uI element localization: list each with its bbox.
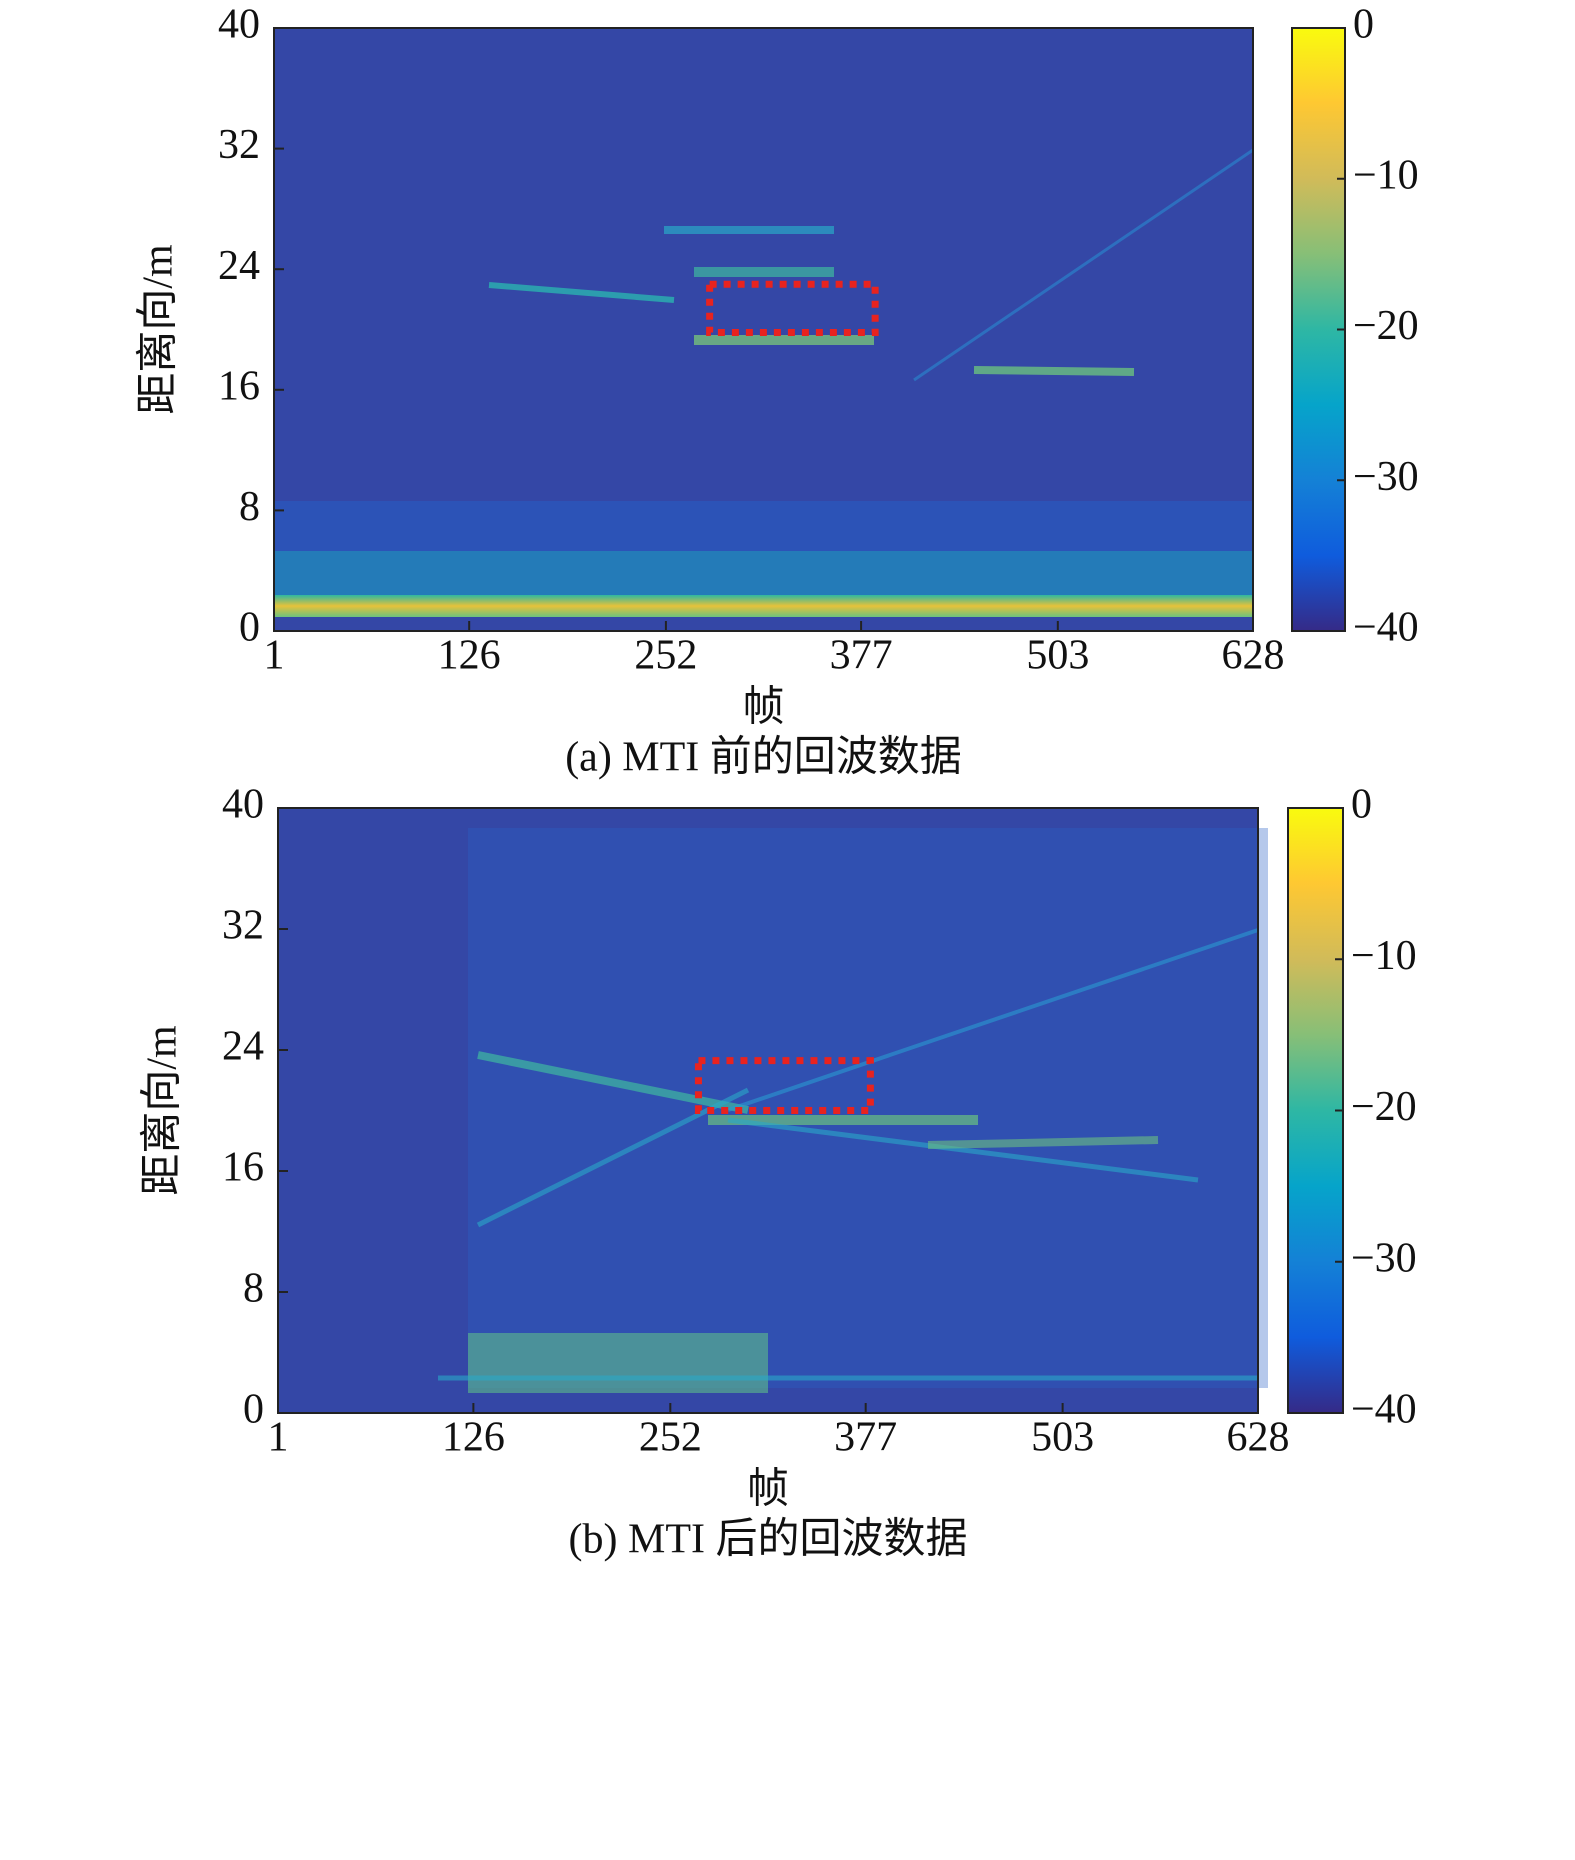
echo-band	[274, 595, 1253, 617]
colorbar	[1287, 807, 1344, 1414]
y-tick-label: 40	[222, 782, 264, 828]
echo-streak	[927, 1136, 1159, 1149]
x-tick-label: 503	[1026, 633, 1089, 679]
x-axis-label: 帧	[747, 1467, 789, 1513]
y-axis-label: 距离向/m	[135, 244, 182, 415]
echo-streak	[727, 1117, 1199, 1183]
x-tick-label: 126	[442, 1415, 505, 1461]
x-tick-label: 628	[1227, 1415, 1290, 1461]
y-tick-label: 24	[218, 243, 260, 289]
y-tick-label: 40	[218, 2, 260, 48]
echo-band	[468, 1333, 768, 1393]
y-tick-label: 8	[239, 484, 260, 530]
colorbar-tick-label: −30	[1351, 1235, 1417, 1281]
echo-band	[274, 551, 1253, 595]
x-tick-label: 252	[634, 633, 697, 679]
colorbar-tick-label: −20	[1351, 1084, 1417, 1130]
caption: (b) MTI 后的回波数据	[569, 1517, 968, 1563]
colorbar-tick-label: −10	[1353, 152, 1419, 198]
x-tick-label: 126	[438, 633, 501, 679]
echo-streak	[488, 282, 675, 303]
echo-streak	[973, 366, 1135, 376]
y-tick-label: 0	[243, 1387, 264, 1433]
y-tick-label: 24	[222, 1024, 264, 1070]
colorbar-tick-label: 0	[1353, 2, 1374, 48]
colorbar-tick-label: −30	[1353, 454, 1419, 500]
plot-frame	[277, 807, 1259, 1414]
x-tick-label: 503	[1031, 1415, 1094, 1461]
annotation-box	[706, 280, 879, 337]
colorbar-tick-label: −20	[1353, 303, 1419, 349]
y-axis-label: 距离向/m	[139, 1025, 186, 1196]
caption: (a) MTI 前的回波数据	[565, 735, 962, 781]
echo-streak	[727, 928, 1259, 1112]
y-tick-label: 0	[239, 605, 260, 651]
x-tick-label: 1	[264, 633, 285, 679]
colorbar-tick-label: −10	[1351, 933, 1417, 979]
echo-streak	[913, 148, 1254, 382]
x-axis-label: 帧	[742, 685, 784, 731]
colorbar-tick-label: 0	[1351, 782, 1372, 828]
echo-streak	[476, 1087, 750, 1228]
x-tick-label: 377	[834, 1415, 897, 1461]
annotation-box	[694, 1057, 874, 1115]
colorbar	[1291, 27, 1346, 632]
echo-streak	[477, 1051, 749, 1114]
y-tick-label: 8	[243, 1266, 264, 1312]
x-tick-label: 628	[1222, 633, 1285, 679]
y-tick-label: 32	[218, 122, 260, 168]
colorbar-tick-label: −40	[1351, 1387, 1417, 1433]
plot-frame	[273, 27, 1254, 632]
x-tick-label: 377	[830, 633, 893, 679]
echo-band	[274, 501, 1253, 551]
y-tick-label: 32	[222, 903, 264, 949]
x-tick-label: 1	[268, 1415, 289, 1461]
y-tick-label: 16	[218, 363, 260, 409]
x-tick-label: 252	[639, 1415, 702, 1461]
colorbar-tick-label: −40	[1353, 605, 1419, 651]
y-tick-label: 16	[222, 1145, 264, 1191]
